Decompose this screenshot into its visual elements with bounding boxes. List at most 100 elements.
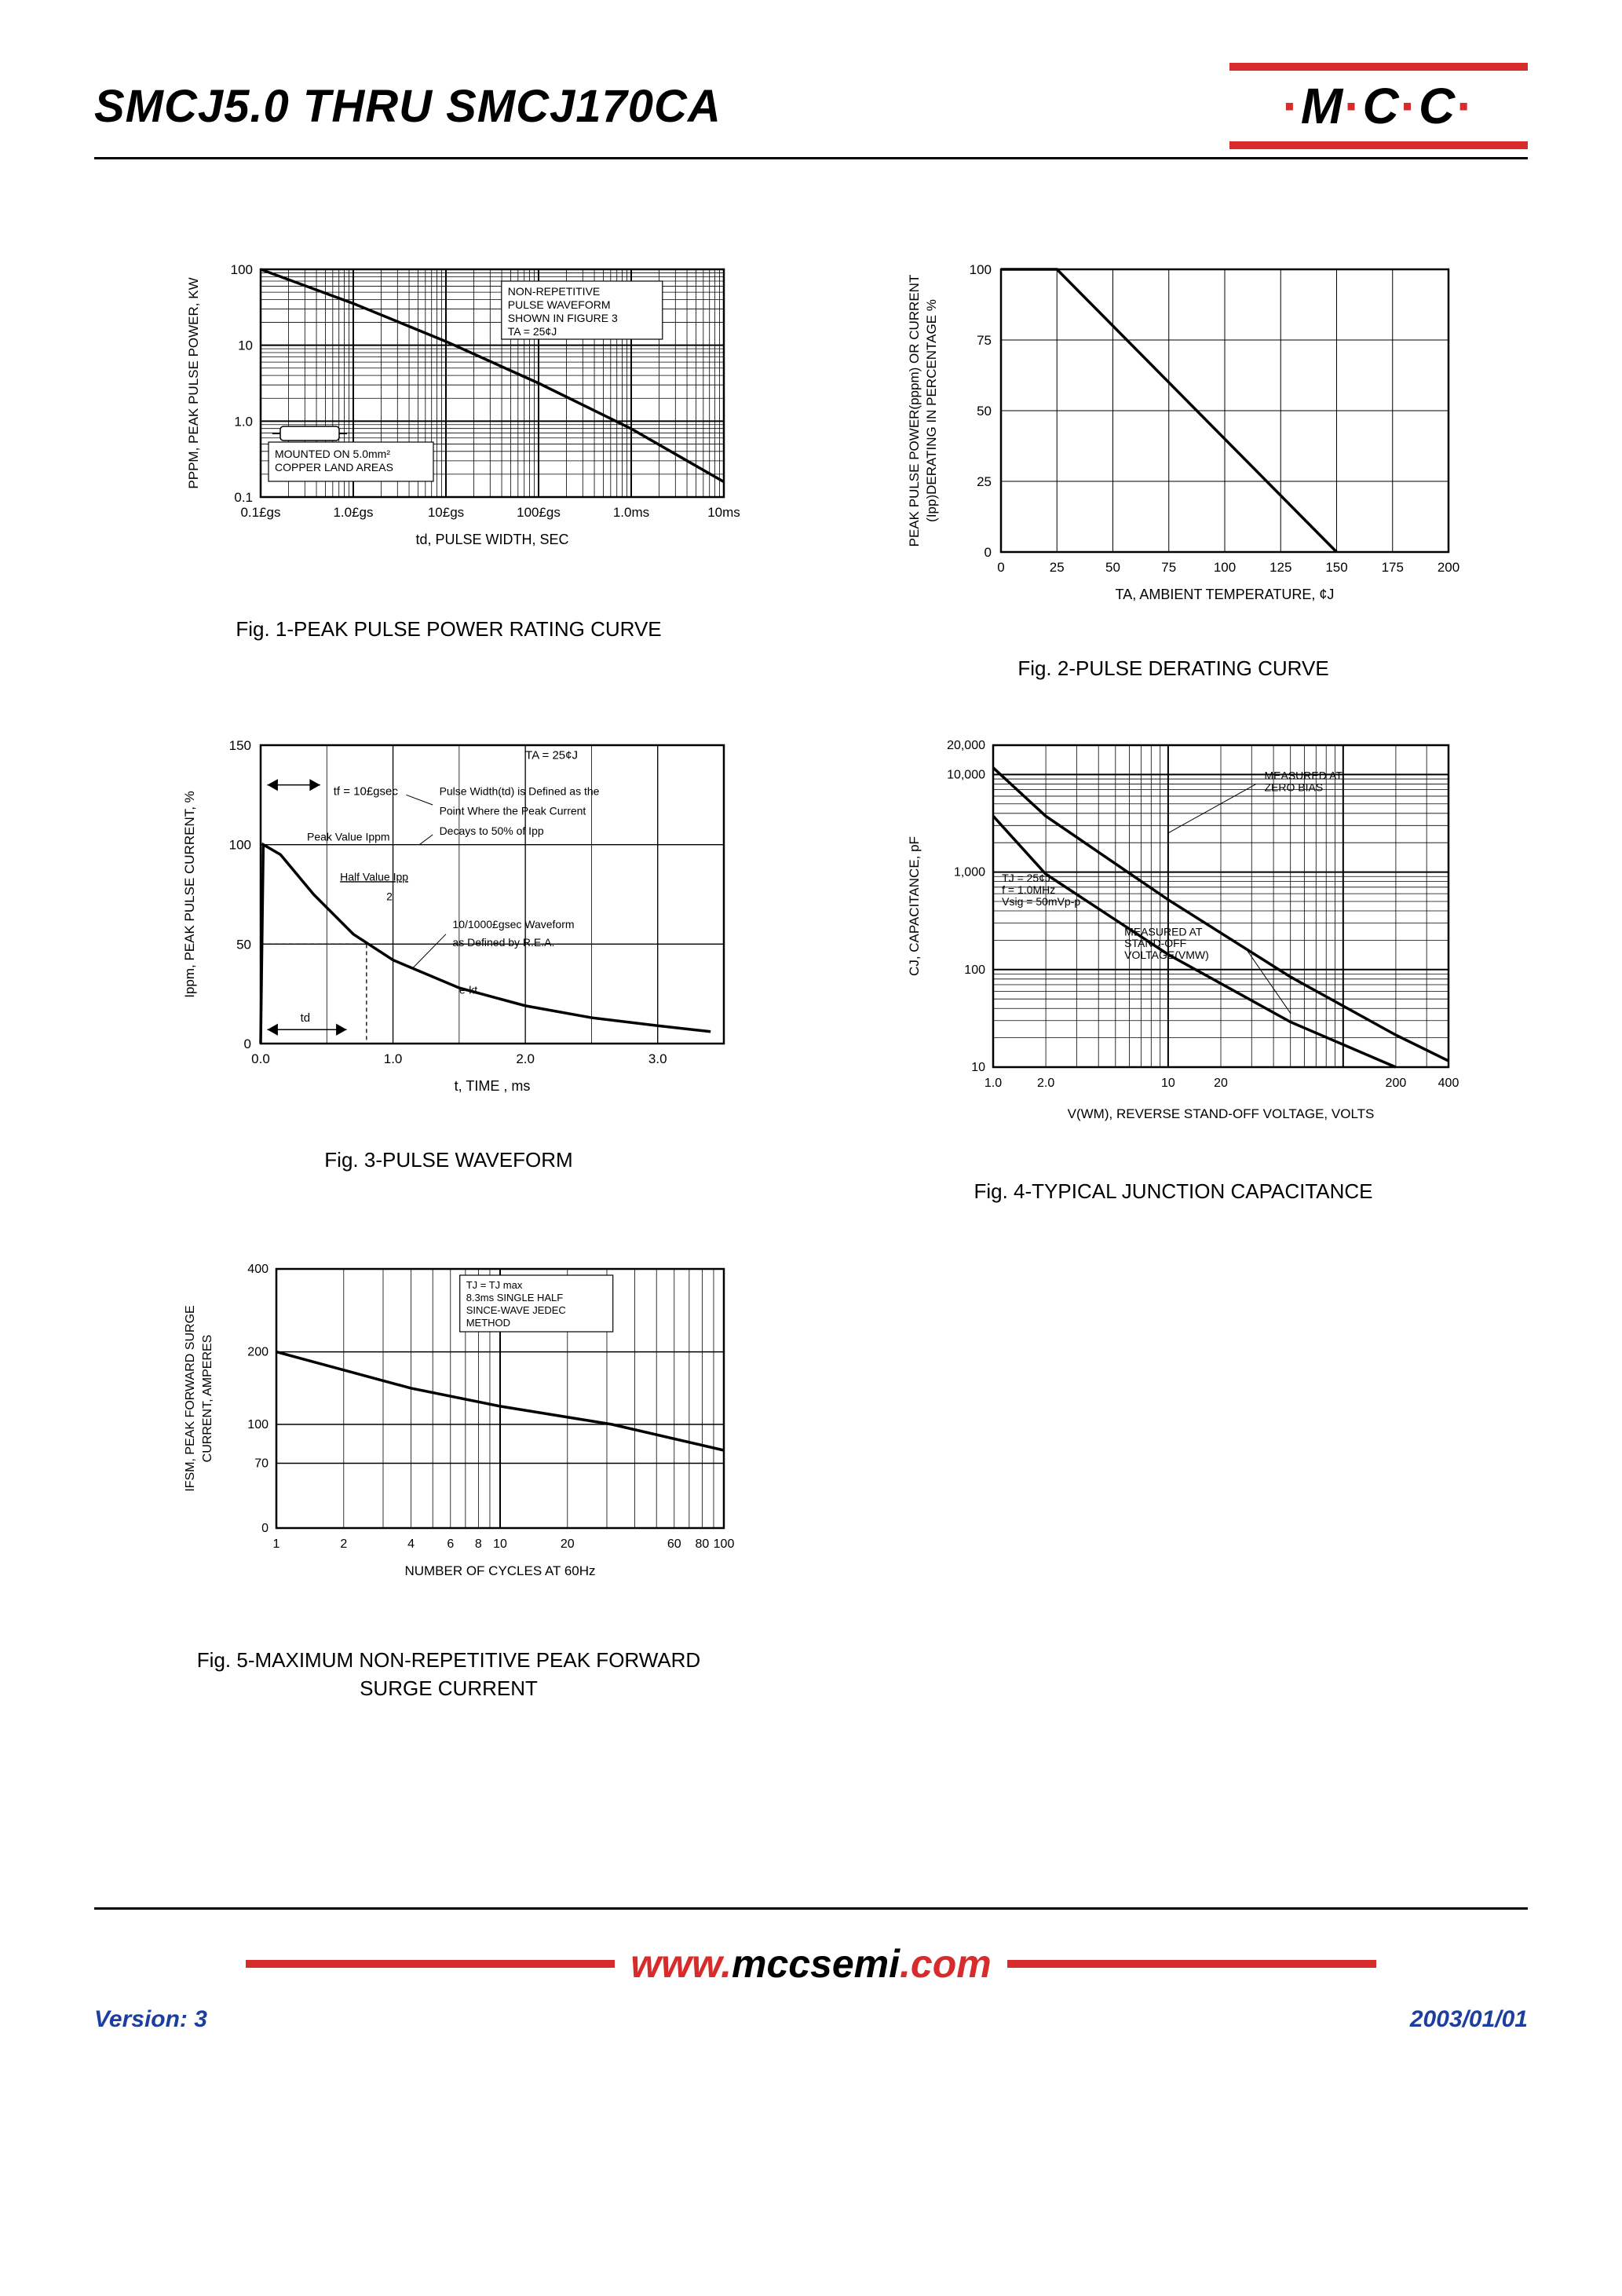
- svg-text:70: 70: [254, 1457, 269, 1470]
- svg-text:100: 100: [969, 262, 991, 277]
- svg-text:Peak Value Ippm: Peak Value Ippm: [307, 831, 390, 843]
- svg-text:ZERO BIAS: ZERO BIAS: [1264, 781, 1323, 794]
- footer-url-prefix: www.: [630, 1942, 732, 1986]
- page-footer: www.mccsemi.com Version: 3 2003/01/01: [94, 1907, 1528, 2033]
- svg-text:tf = 10£gsec: tf = 10£gsec: [333, 785, 398, 799]
- fig1-cell: PPPM, PEAK PULSE POWER, KW0.1£gs1.0£gs10…: [110, 254, 787, 682]
- svg-text:V(WM), REVERSE STAND-OFF VOLTA: V(WM), REVERSE STAND-OFF VOLTAGE, VOLTS: [1067, 1106, 1374, 1121]
- svg-text:COPPER LAND AREAS: COPPER LAND AREAS: [275, 461, 393, 473]
- svg-text:Ippm, PEAK PULSE CURRENT, %: Ippm, PEAK PULSE CURRENT, %: [182, 792, 197, 999]
- svg-text:80: 80: [695, 1537, 709, 1551]
- svg-text:2: 2: [340, 1537, 347, 1551]
- svg-text:0: 0: [243, 1036, 250, 1051]
- svg-text:2.0: 2.0: [1036, 1077, 1054, 1090]
- fig3-cell: Ippm, PEAK PULSE CURRENT, % 0.0 1.0 2.0 3.0 0…: [110, 729, 787, 1205]
- mcc-logo: ·M·C·C·: [1229, 63, 1528, 149]
- svg-text:STAND-OFF: STAND-OFF: [1124, 938, 1186, 950]
- fig5-cell: IFSM, PEAK FORWARD SURGE CURRENT, AMPERES…: [110, 1253, 787, 1703]
- svg-text:f = 1.0MHz: f = 1.0MHz: [1002, 883, 1055, 896]
- svg-text:8.3ms SINGLE HALF: 8.3ms SINGLE HALF: [466, 1292, 563, 1303]
- svg-text:Half Value Ipp: Half Value Ipp: [340, 871, 408, 883]
- fig5-caption: Fig. 5-MAXIMUM NON-REPETITIVE PEAK FORWA…: [197, 1646, 700, 1703]
- svg-text:TA, AMBIENT TEMPERATURE, ¢J: TA, AMBIENT TEMPERATURE, ¢J: [1115, 587, 1334, 602]
- svg-text:25: 25: [977, 474, 992, 489]
- svg-text:100: 100: [713, 1537, 734, 1551]
- svg-text:10: 10: [1161, 1077, 1175, 1090]
- logo-dot: ·: [1344, 78, 1362, 134]
- svg-text:0: 0: [997, 560, 1004, 575]
- svg-text:20,000: 20,000: [947, 739, 985, 752]
- svg-text:0: 0: [261, 1522, 269, 1535]
- svg-text:1.0: 1.0: [383, 1051, 402, 1066]
- fig5-chart: IFSM, PEAK FORWARD SURGE CURRENT, AMPERES…: [151, 1253, 747, 1622]
- svg-text:CURRENT, AMPERES: CURRENT, AMPERES: [201, 1334, 214, 1462]
- svg-text:400: 400: [1438, 1077, 1459, 1090]
- svg-text:Pulse Width(td) is Defined as: Pulse Width(td) is Defined as the: [439, 785, 599, 798]
- svg-text:PULSE WAVEFORM: PULSE WAVEFORM: [507, 298, 610, 311]
- svg-text:100: 100: [964, 963, 985, 977]
- svg-text:400: 400: [247, 1263, 269, 1276]
- svg-text:0.1£gs: 0.1£gs: [240, 505, 280, 520]
- svg-text:100: 100: [1213, 560, 1235, 575]
- svg-text:6: 6: [447, 1537, 454, 1551]
- svg-text:VOLTAGE(VMW): VOLTAGE(VMW): [1124, 949, 1209, 962]
- fig1-chart: PPPM, PEAK PULSE POWER, KW0.1£gs1.0£gs10…: [151, 254, 747, 591]
- svg-text:Point Where the Peak Current: Point Where the Peak Current: [439, 805, 586, 817]
- svg-text:Decays to 50% of Ipp: Decays to 50% of Ipp: [439, 824, 543, 837]
- svg-text:150: 150: [1325, 560, 1347, 575]
- svg-text:200: 200: [1385, 1077, 1406, 1090]
- svg-text:(Ipp)DERATING IN PERCENTAGE %: (Ipp)DERATING IN PERCENTAGE %: [924, 299, 939, 522]
- logo-top-bar: [1229, 63, 1528, 71]
- svg-text:200: 200: [247, 1345, 269, 1358]
- svg-text:SINCE-WAVE JEDEC: SINCE-WAVE JEDEC: [466, 1304, 565, 1316]
- svg-text:1.0: 1.0: [984, 1077, 1001, 1090]
- svg-text:2: 2: [386, 890, 393, 903]
- logo-dot: ·: [1401, 78, 1419, 134]
- svg-text:10ms: 10ms: [707, 505, 740, 520]
- svg-text:100: 100: [230, 262, 252, 277]
- svg-text:NUMBER OF CYCLES AT 60Hz: NUMBER OF CYCLES AT 60Hz: [404, 1563, 595, 1578]
- svg-text:100£gs: 100£gs: [517, 505, 561, 520]
- charts-grid: PPPM, PEAK PULSE POWER, KW0.1£gs1.0£gs10…: [94, 254, 1528, 1703]
- footer-url-suffix: .com: [900, 1942, 992, 1986]
- svg-text:10,000: 10,000: [947, 769, 985, 782]
- footer-version: Version: 3: [94, 2006, 207, 2033]
- footer-url-main: mccsemi: [732, 1942, 900, 1986]
- svg-text:METHOD: METHOD: [466, 1317, 510, 1329]
- footer-url-row: www.mccsemi.com: [94, 1941, 1528, 1987]
- svg-text:20: 20: [560, 1537, 574, 1551]
- svg-text:200: 200: [1437, 560, 1459, 575]
- svg-text:175: 175: [1381, 560, 1403, 575]
- svg-text:IFSM, PEAK FORWARD SURGE: IFSM, PEAK FORWARD SURGE: [184, 1305, 197, 1491]
- svg-text:0: 0: [984, 545, 991, 560]
- logo-text: ·M·C·C·: [1229, 71, 1528, 141]
- svg-text:75: 75: [977, 333, 992, 348]
- svg-text:1,000: 1,000: [953, 866, 985, 879]
- svg-text:150: 150: [228, 738, 250, 753]
- footer-bar-left: [246, 1960, 615, 1968]
- page-header: SMCJ5.0 THRU SMCJ170CA ·M·C·C·: [94, 63, 1528, 149]
- svg-text:2.0: 2.0: [516, 1051, 535, 1066]
- logo-bottom-bar: [1229, 141, 1528, 149]
- svg-text:3.0: 3.0: [648, 1051, 667, 1066]
- svg-text:td, PULSE WIDTH, SEC: td, PULSE WIDTH, SEC: [415, 532, 568, 547]
- footer-rule: [94, 1907, 1528, 1910]
- svg-text:TA = 25¢J: TA = 25¢J: [525, 749, 578, 762]
- svg-text:PEAK PULSE POWER(pppm) OR CURR: PEAK PULSE POWER(pppm) OR CURRENT: [907, 275, 922, 547]
- svg-text:4: 4: [407, 1537, 415, 1551]
- page-title: SMCJ5.0 THRU SMCJ170CA: [94, 80, 721, 133]
- svg-text:75: 75: [1161, 560, 1176, 575]
- fig1-caption: Fig. 1-PEAK PULSE POWER RATING CURVE: [236, 615, 661, 643]
- svg-text:0.0: 0.0: [251, 1051, 270, 1066]
- fig3-caption: Fig. 3-PULSE WAVEFORM: [324, 1146, 572, 1174]
- svg-text:20: 20: [1214, 1077, 1228, 1090]
- svg-text:MEASURED AT: MEASURED AT: [1124, 926, 1203, 938]
- footer-bottom: Version: 3 2003/01/01: [94, 2006, 1528, 2033]
- footer-url: www.mccsemi.com: [615, 1941, 1006, 1987]
- header-rule: [94, 157, 1528, 159]
- svg-text:PPPM, PEAK PULSE POWER, KW: PPPM, PEAK PULSE POWER, KW: [186, 277, 201, 488]
- svg-text:10: 10: [238, 338, 253, 353]
- svg-text:TA = 25¢J: TA = 25¢J: [507, 325, 556, 338]
- svg-text:100: 100: [247, 1418, 269, 1431]
- svg-text:50: 50: [977, 404, 992, 419]
